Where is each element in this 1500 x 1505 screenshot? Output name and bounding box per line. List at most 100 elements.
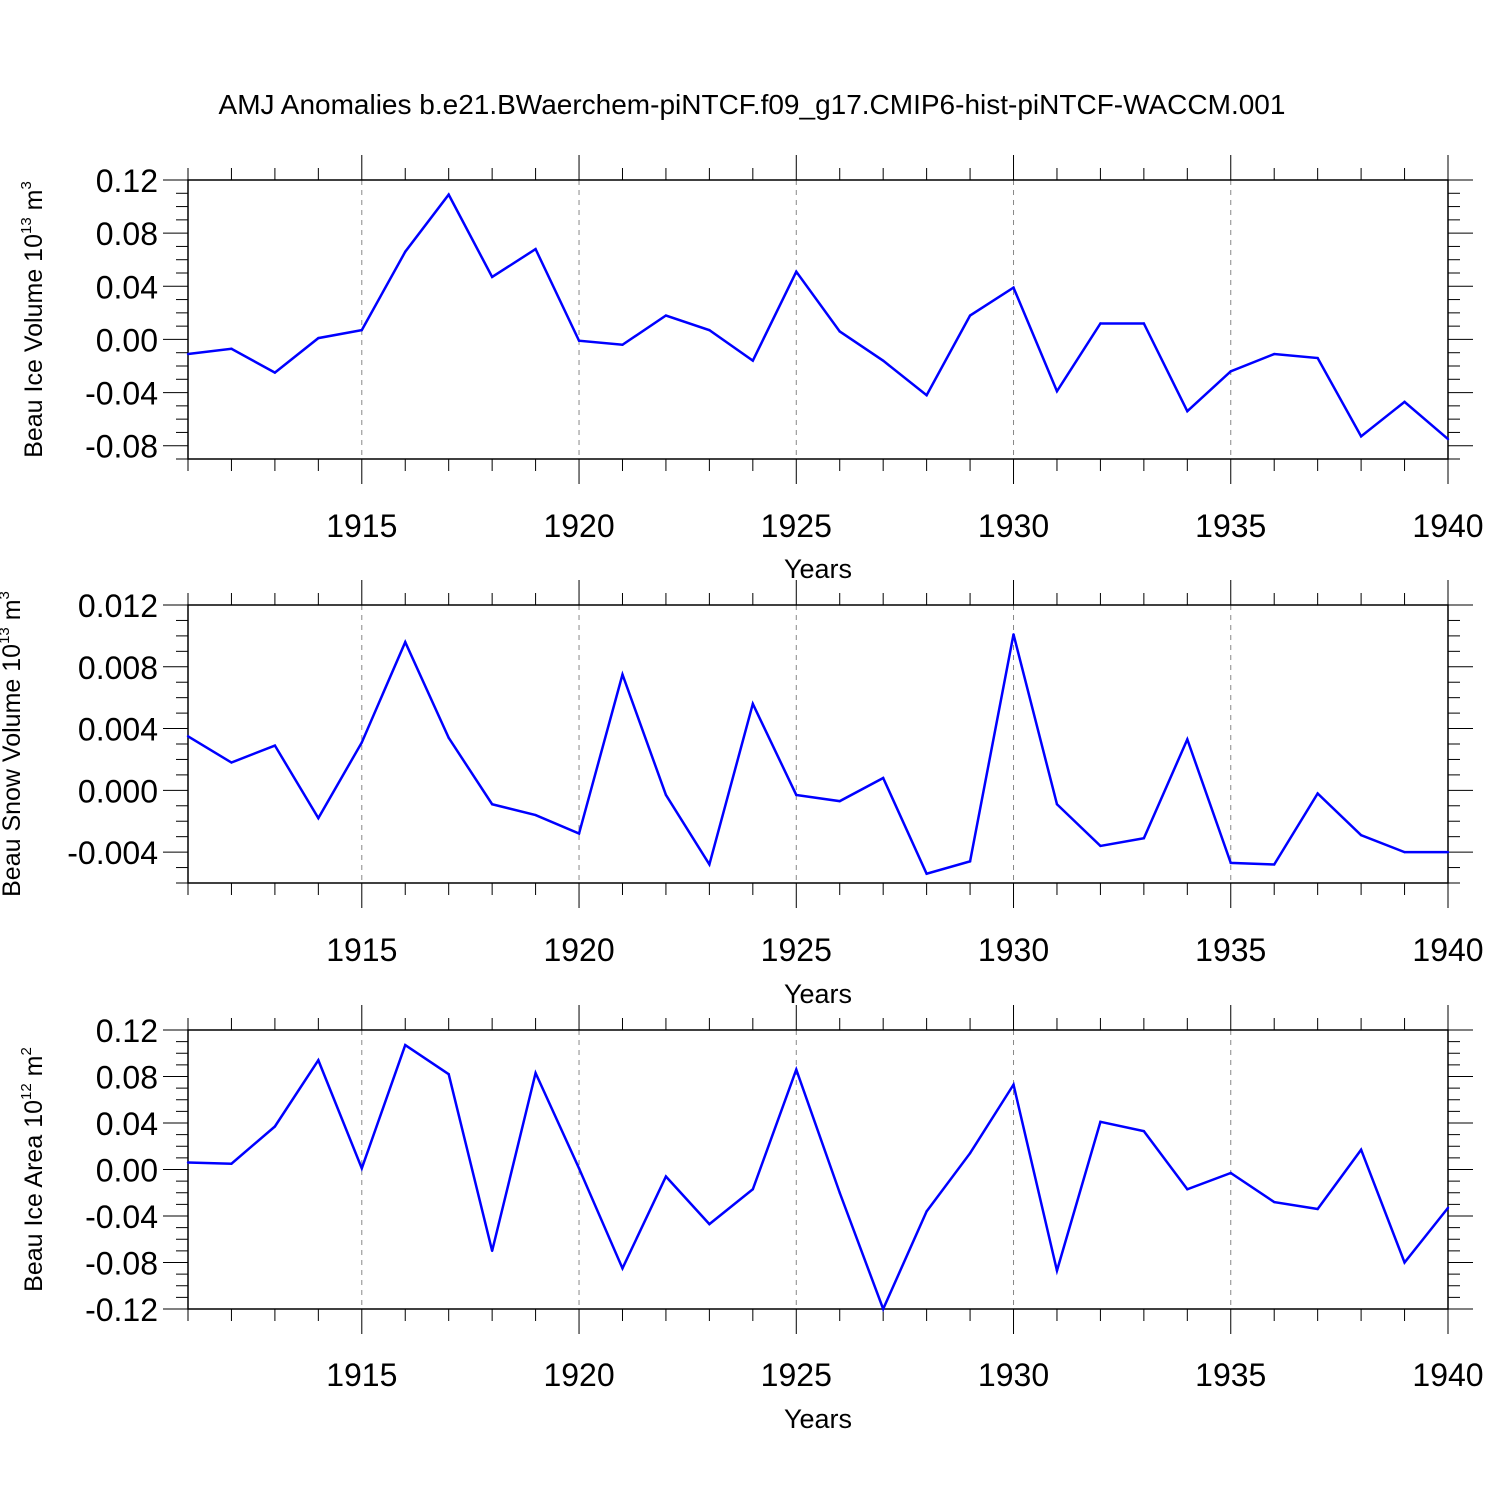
y-tick-label: 0.00 (96, 322, 158, 358)
data-point (317, 336, 320, 340)
data-point (360, 741, 363, 744)
data-point (1403, 850, 1406, 854)
data-point (1099, 322, 1102, 325)
data-point (273, 1125, 277, 1128)
x-axis-label: Years (784, 1404, 852, 1434)
y-tick-label: 0.12 (96, 163, 158, 199)
x-tick-label: 1930 (978, 932, 1049, 968)
data-point (708, 1222, 711, 1226)
series-line (187, 1043, 1449, 1313)
data-point (186, 1161, 190, 1164)
data-point (317, 1059, 320, 1062)
data-point (447, 1072, 450, 1076)
data-point (1012, 286, 1015, 289)
data-point (317, 816, 320, 820)
data-point (186, 735, 190, 738)
data-point (1359, 1148, 1363, 1151)
data-point (1186, 409, 1189, 413)
x-tick-label: 1920 (543, 932, 614, 968)
panel-1: 1915 1920 1925 1930 1935 1940 -0.08 -0.04 0.00 0.… (18, 155, 1484, 584)
y-tick-label: -0.12 (85, 1292, 158, 1328)
data-point (795, 270, 798, 273)
y-tick-label: 0.08 (96, 1060, 158, 1096)
data-point (490, 803, 494, 806)
data-point (751, 1188, 755, 1191)
data-point (1316, 356, 1319, 360)
series-line (187, 192, 1449, 441)
y-axis-label-superscript: 3 (0, 591, 13, 599)
y-tick-label: 0.04 (96, 1106, 158, 1142)
data-point (621, 673, 624, 676)
data-point (1359, 833, 1363, 837)
y-tick-label: -0.08 (85, 1246, 158, 1282)
data-point (447, 193, 450, 196)
data-point (230, 347, 233, 350)
data-point (534, 813, 537, 817)
y-tick-label: -0.004 (67, 835, 158, 871)
data-point (1186, 738, 1189, 741)
data-point (1316, 792, 1319, 795)
data-point (968, 314, 972, 317)
data-point (664, 793, 668, 797)
panel-2: 1915 1920 1925 1930 1935 1940 -0.004 0.000 0.004… (0, 580, 1484, 1009)
y-tick-label: -0.04 (85, 376, 158, 412)
y-axis-label-part: m (20, 1056, 48, 1084)
data-point (795, 793, 798, 797)
data-point (1403, 1261, 1406, 1264)
y-axis-label-superscript: 3 (18, 181, 35, 189)
data-point (230, 1162, 233, 1165)
data-point (1055, 803, 1059, 806)
data-point (1229, 861, 1232, 865)
y-axis-label: Beau Snow Volume 1013 m3 (0, 591, 26, 897)
y-axis-label-part: m (0, 599, 26, 627)
chart-title: AMJ Anomalies b.e21.BWaerchem-piNTCF.f09… (219, 89, 1286, 120)
data-point (1142, 1129, 1146, 1133)
x-tick-label: 1930 (978, 508, 1049, 544)
y-tick-label: 0.00 (96, 1153, 158, 1189)
data-point (1142, 322, 1146, 325)
y-axis-label: Beau Ice Area 1012 m2 (18, 1047, 48, 1292)
x-tick-label: 1925 (761, 932, 832, 968)
data-point (230, 761, 233, 764)
y-axis-label-part: Beau Snow Volume 10 (0, 644, 26, 897)
data-point (795, 1068, 798, 1071)
y-tick-label: 0.12 (96, 1013, 158, 1049)
x-tick-label: 1930 (978, 1357, 1049, 1393)
plot-frame (187, 179, 1449, 460)
data-point (404, 1043, 407, 1047)
data-point (404, 250, 407, 253)
x-tick-label: 1915 (326, 508, 397, 544)
data-point (447, 736, 450, 740)
data-point (621, 343, 624, 346)
x-tick-label: 1915 (326, 932, 397, 968)
y-tick-label: -0.08 (85, 429, 158, 465)
data-point (577, 339, 581, 342)
x-tick-label: 1920 (543, 1357, 614, 1393)
data-point (621, 1267, 624, 1270)
data-point (1273, 1200, 1276, 1204)
series-line (187, 634, 1448, 876)
x-tick-label: 1940 (1412, 1357, 1483, 1393)
data-point (1142, 837, 1146, 840)
data-point (1186, 1188, 1189, 1191)
data-point (1229, 1171, 1232, 1175)
data-point (751, 359, 755, 362)
data-point (490, 275, 494, 279)
y-tick-label: -0.04 (85, 1199, 158, 1235)
y-tick-label: 0.08 (96, 216, 158, 252)
data-point (1012, 633, 1015, 636)
data-point (751, 702, 755, 706)
y-axis-label-part: m (20, 190, 48, 218)
x-axis-label: Years (784, 554, 852, 584)
y-axis-label-part: Beau Ice Area 10 (20, 1100, 48, 1292)
data-point (1446, 850, 1450, 854)
x-tick-label: 1935 (1195, 932, 1266, 968)
data-point (360, 1167, 363, 1170)
y-axis-label-superscript: 2 (18, 1047, 35, 1055)
data-point (1273, 863, 1276, 866)
data-point (534, 247, 537, 251)
data-point (1055, 1269, 1059, 1272)
y-axis-label-part: Beau Ice Volume 10 (20, 234, 48, 458)
data-point (1012, 1083, 1015, 1086)
